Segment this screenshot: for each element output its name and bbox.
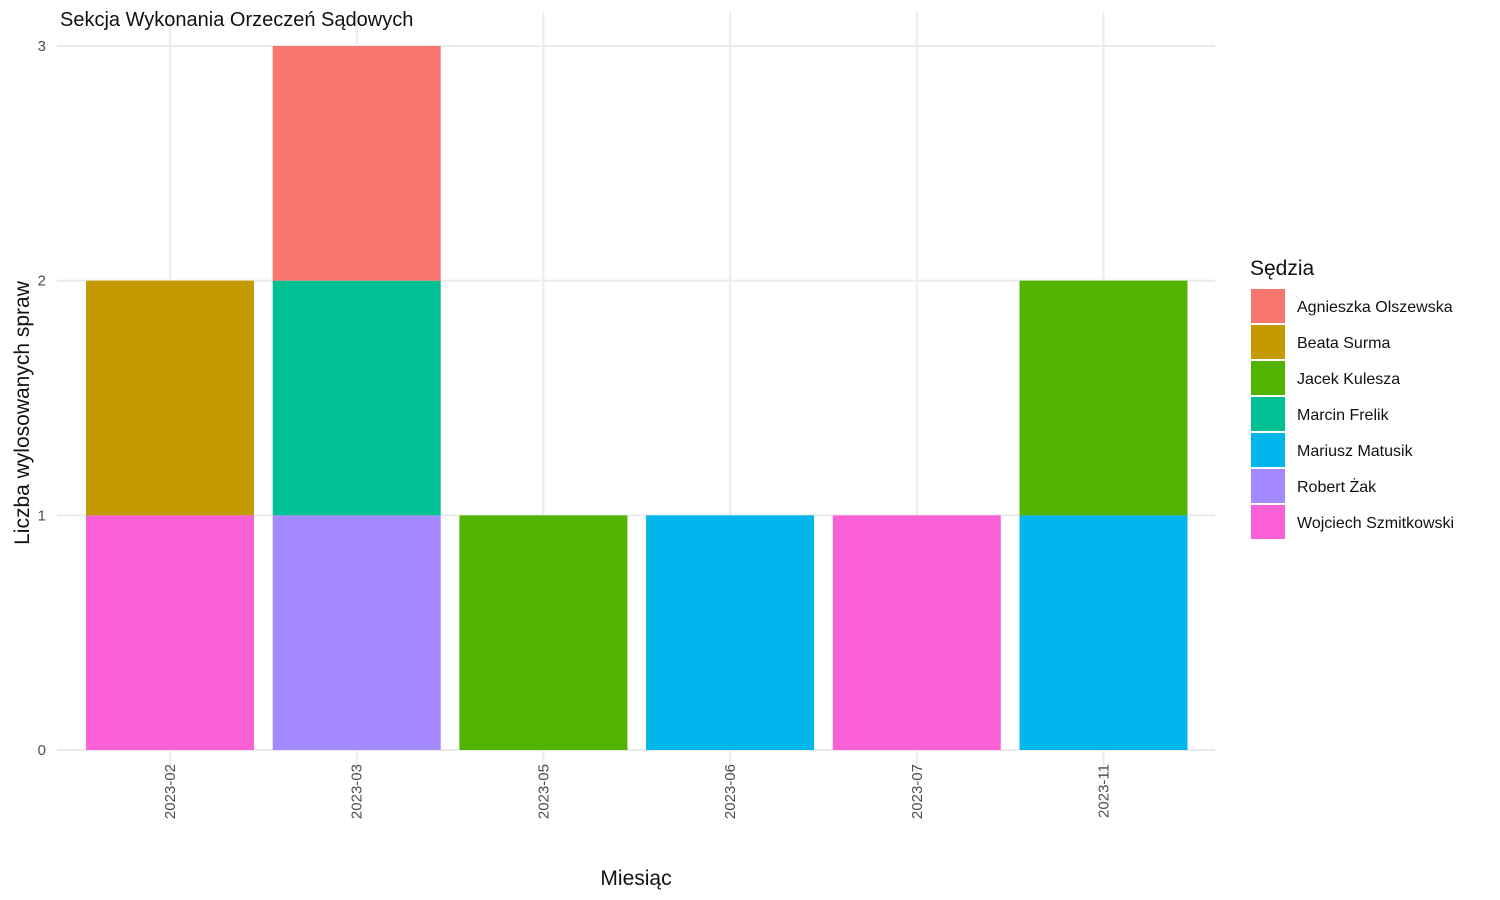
y-tick-label: 3 [38,38,46,55]
x-tick-label: 2023-11 [1096,764,1113,818]
y-tick-label: 1 [38,507,46,524]
bar-segment [1019,515,1188,750]
bar-segment [646,515,815,750]
legend-swatch [1251,361,1285,395]
chart-title: Sekcja Wykonania Orzeczeń Sądowych [60,9,413,31]
x-tick-label: 2023-02 [162,764,179,819]
x-tick-label: 2023-07 [909,764,926,819]
legend-label: Marcin Frelik [1297,407,1390,424]
y-tick-labels: 0 1 2 3 [38,38,46,759]
legend-swatch [1251,325,1285,359]
bar-segment [86,515,254,750]
legend-label: Mariusz Matusik [1297,443,1414,460]
x-axis-title: Miesiąc [600,867,671,890]
legend-label: Jacek Kulesza [1297,371,1400,388]
bar-segment [459,515,628,750]
legend-label: Agnieszka Olszewska [1297,299,1453,316]
legend-label: Robert Żak [1297,477,1377,496]
bar-segment [832,515,1001,750]
x-tick-label: 2023-05 [535,764,552,819]
y-tick-label: 2 [38,273,46,290]
legend: Sędzia Agnieszka Olszewska Beata Surma Jac… [1250,257,1454,539]
x-tick-label: 2023-03 [349,764,366,819]
bar-segment [272,280,441,516]
legend-label: Wojciech Szmitkowski [1297,515,1454,532]
legend-swatch [1251,433,1285,467]
y-axis-title: Liczba wylosowanych spraw [11,280,34,545]
bar-segment [86,280,254,516]
bar-segment [272,46,441,281]
x-tick-labels: 2023-02 2023-03 2023-05 2023-06 2023-07 2023-… [162,764,1113,819]
legend-label: Beata Surma [1297,335,1390,352]
legend-swatch [1251,505,1285,539]
y-tick-label: 0 [38,742,46,759]
x-tick-label: 2023-06 [722,764,739,819]
bar-segment [1019,280,1188,516]
legend-swatch [1251,397,1285,431]
legend-swatch [1251,289,1285,323]
legend-title: Sędzia [1250,257,1315,280]
legend-items: Agnieszka Olszewska Beata Surma Jacek Kule… [1251,289,1454,539]
legend-swatch [1251,469,1285,503]
bar-segment [272,515,441,750]
bars-layer [86,46,1188,750]
